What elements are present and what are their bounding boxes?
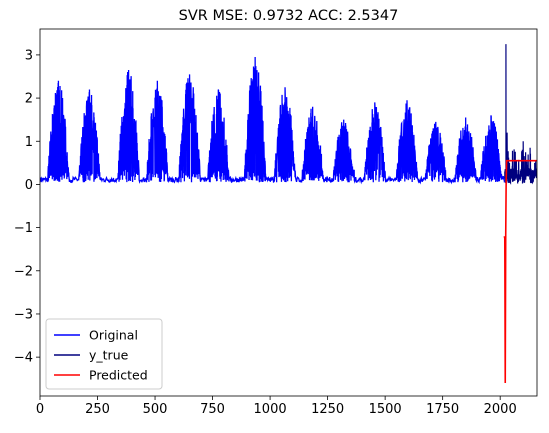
y-tick-label: 1	[25, 135, 33, 150]
legend-label: y_true	[89, 348, 129, 363]
x-tick-label: 0	[36, 402, 44, 417]
y-tick-label: −3	[14, 307, 33, 322]
y-tick-label: −2	[14, 264, 33, 279]
x-axis: 0 250 500 750 1000 1250 1500 1750 2000	[36, 396, 517, 417]
y-tick-label: 2	[25, 92, 33, 107]
series-y-true	[504, 44, 537, 185]
y-tick-label: 0	[25, 178, 33, 193]
x-tick-label: 1250	[311, 402, 344, 417]
y-tick-label: −1	[14, 221, 33, 236]
legend: Original y_true Predicted	[45, 318, 163, 390]
x-tick-label: 1500	[369, 402, 402, 417]
chart-title: SVR MSE: 0.9732 ACC: 2.5347	[179, 8, 399, 24]
y-axis: 3 2 1 0 −1 −2 −3 −4	[14, 48, 40, 366]
series-predicted	[503, 159, 537, 384]
x-tick-label: 1750	[426, 402, 459, 417]
x-tick-label: 500	[143, 402, 168, 417]
x-tick-label: 750	[200, 402, 225, 417]
y-tick-label: 3	[25, 48, 33, 63]
x-tick-label: 250	[85, 402, 110, 417]
series-layer	[40, 44, 537, 384]
legend-label: Original	[89, 328, 138, 343]
y-tick-label: −4	[14, 351, 33, 366]
series-original	[40, 57, 506, 185]
legend-box	[45, 318, 163, 390]
x-tick-label: 1000	[254, 402, 287, 417]
legend-label: Predicted	[89, 368, 148, 383]
plot-frame	[39, 28, 538, 397]
x-tick-label: 2000	[484, 402, 517, 417]
